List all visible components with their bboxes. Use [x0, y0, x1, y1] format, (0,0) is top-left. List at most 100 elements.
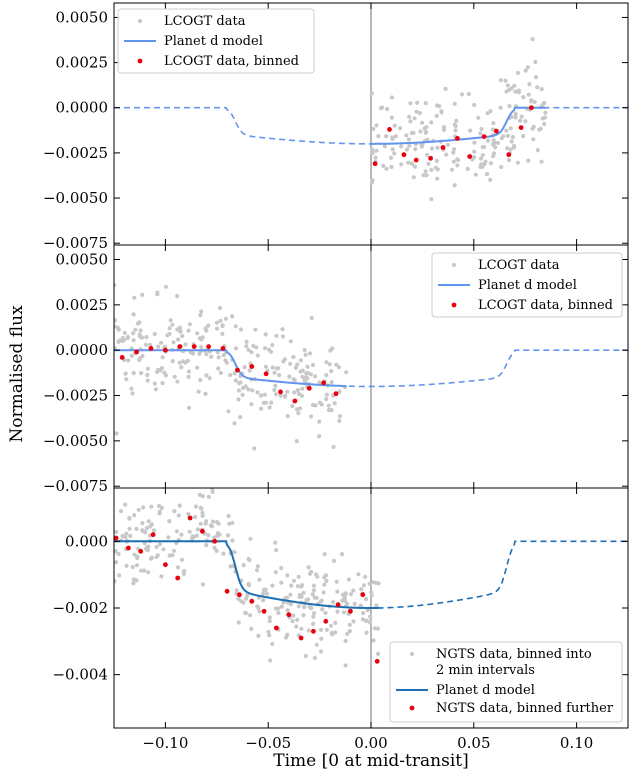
data-point: [270, 365, 275, 370]
data-point: [230, 538, 235, 543]
data-point: [367, 620, 373, 625]
data-point: [171, 548, 177, 553]
data-point: [276, 606, 281, 611]
y-tick-label: 0.0050: [56, 251, 109, 269]
data-point: [408, 119, 413, 124]
data-point: [149, 555, 154, 560]
binned-point: [321, 380, 327, 386]
data-point: [144, 526, 149, 531]
x-tick-label: −0.10: [142, 734, 188, 752]
data-point: [288, 592, 293, 597]
data-point: [298, 358, 303, 363]
binned-point: [298, 635, 304, 641]
data-point: [200, 582, 205, 587]
data-point: [509, 139, 514, 144]
data-point: [485, 138, 491, 143]
data-point: [247, 558, 252, 563]
data-point: [148, 342, 153, 347]
data-point: [151, 528, 157, 533]
data-point: [326, 407, 332, 413]
data-point: [170, 553, 175, 558]
model-curve: [114, 349, 347, 388]
data-point: [166, 535, 171, 540]
data-point: [414, 100, 420, 105]
data-point: [141, 505, 146, 510]
data-point: [215, 350, 220, 355]
data-point: [220, 323, 225, 328]
data-point: [216, 366, 221, 371]
binned-point: [440, 145, 446, 150]
data-point: [499, 164, 504, 170]
data-point: [451, 159, 456, 164]
data-point: [300, 583, 305, 588]
data-point: [322, 582, 327, 587]
data-point: [246, 347, 251, 353]
data-point: [281, 359, 286, 364]
data-point: [132, 513, 137, 518]
data-point: [510, 135, 515, 140]
data-point: [131, 581, 136, 586]
data-point: [330, 632, 335, 637]
data-point: [319, 402, 324, 407]
data-point: [215, 326, 220, 331]
data-point: [442, 127, 447, 132]
data-point: [159, 340, 164, 345]
data-point: [129, 353, 134, 358]
data-point: [177, 503, 182, 508]
binned-point: [506, 152, 512, 158]
data-point: [324, 373, 329, 378]
data-point: [439, 110, 444, 115]
y-tick-label: −0.0050: [43, 189, 108, 207]
data-point: [274, 548, 279, 553]
data-point: [183, 342, 188, 347]
data-point: [295, 362, 300, 367]
data-point: [376, 134, 381, 139]
data-point: [507, 104, 512, 109]
data-point: [450, 167, 455, 172]
data-point: [145, 548, 150, 553]
binned-point: [261, 608, 267, 614]
data-point: [296, 411, 301, 416]
data-point: [331, 444, 336, 449]
data-point: [472, 102, 477, 108]
data-point: [312, 655, 317, 661]
data-point: [273, 392, 279, 397]
data-point: [319, 598, 324, 603]
legend-label: LCOGT data: [164, 14, 246, 29]
data-point: [290, 619, 295, 624]
data-point: [180, 333, 185, 339]
data-point: [311, 621, 316, 626]
binned-point: [348, 608, 353, 614]
data-point: [498, 78, 503, 83]
data-point: [359, 587, 364, 592]
data-point: [266, 629, 271, 634]
data-point: [360, 617, 365, 622]
data-point: [172, 509, 177, 514]
data-point: [334, 362, 339, 367]
data-point: [137, 332, 142, 337]
data-point: [435, 103, 440, 108]
data-point: [455, 163, 460, 168]
binned-point: [333, 391, 339, 397]
data-point: [244, 339, 249, 344]
data-point: [369, 91, 374, 96]
data-point: [305, 364, 310, 369]
binned-point: [292, 398, 298, 404]
data-point: [170, 359, 175, 364]
data-point: [124, 531, 129, 536]
data-point: [124, 377, 129, 382]
data-point: [493, 145, 498, 150]
data-point: [367, 581, 372, 586]
binned-point: [148, 346, 154, 351]
data-point: [479, 126, 484, 132]
data-point: [361, 583, 367, 588]
data-point: [257, 577, 262, 582]
data-point: [412, 164, 418, 169]
data-point: [228, 372, 233, 378]
data-point: [309, 315, 314, 321]
data-point: [413, 147, 418, 152]
data-point: [511, 145, 517, 150]
data-point: [128, 533, 133, 539]
data-point: [238, 415, 243, 420]
data-point: [435, 145, 440, 150]
